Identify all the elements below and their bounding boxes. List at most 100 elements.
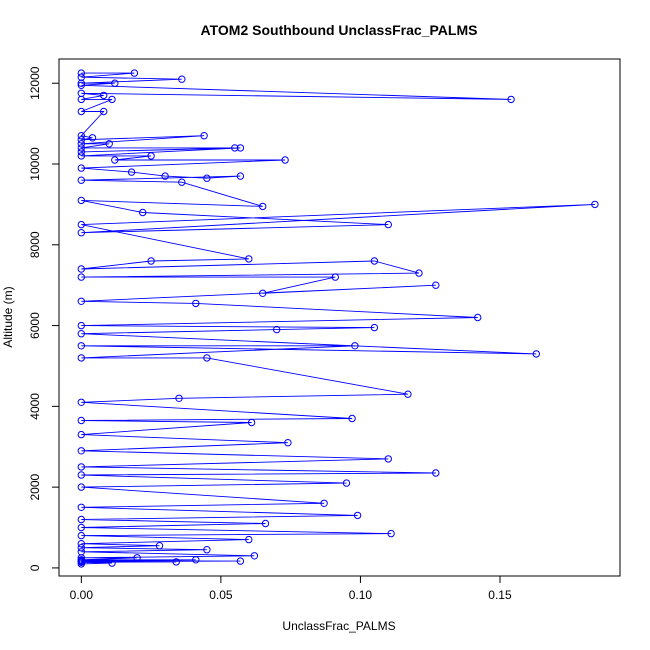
data-point — [111, 156, 119, 164]
data-point — [432, 281, 440, 289]
data-point — [77, 229, 86, 237]
data-point — [77, 148, 86, 156]
data-point — [77, 523, 86, 532]
data-point — [532, 350, 540, 358]
plot-frame — [58, 58, 621, 577]
data-point — [77, 447, 86, 455]
x-tick-label: 0.15 — [488, 588, 512, 602]
data-point — [415, 269, 423, 277]
data-point — [100, 91, 108, 100]
x-axis-label: UnclassFrac_PALMS — [282, 619, 395, 633]
data-point — [348, 414, 356, 423]
data-point — [236, 144, 245, 152]
data-point — [384, 220, 392, 229]
x-tick-label: 0.00 — [70, 588, 94, 602]
data-point — [77, 69, 86, 77]
y-tick-label: 2000 — [28, 473, 42, 500]
data-point — [259, 289, 267, 297]
data-point — [77, 176, 86, 184]
data-point — [77, 107, 86, 116]
data-point — [77, 416, 86, 425]
data-point — [77, 297, 86, 305]
y-tick-label: 0 — [28, 564, 42, 571]
data-point — [245, 255, 253, 263]
data-point — [77, 540, 86, 548]
data-point — [178, 75, 186, 83]
data-point — [507, 95, 515, 104]
data-point — [77, 430, 86, 439]
data-point — [342, 479, 351, 487]
data-point — [273, 325, 281, 334]
data-point — [77, 95, 86, 104]
data-point — [261, 519, 270, 528]
y-tick-label: 6000 — [28, 312, 42, 339]
data-point — [77, 330, 86, 338]
data-point — [133, 554, 141, 562]
series-line — [80, 72, 595, 565]
data-point — [387, 529, 395, 538]
data-point — [77, 265, 86, 273]
data-point — [77, 164, 86, 172]
data-point — [320, 499, 328, 507]
data-point — [147, 152, 155, 160]
data-point — [172, 558, 180, 566]
y-tick-label: 12000 — [28, 66, 42, 100]
data-point — [178, 178, 186, 186]
data-point — [130, 69, 139, 77]
data-point — [100, 107, 108, 116]
data-point — [77, 463, 86, 471]
data-point — [105, 140, 113, 148]
data-point — [77, 515, 86, 524]
y-tick-label: 8000 — [28, 231, 42, 258]
data-point — [281, 156, 289, 164]
data-point — [77, 273, 86, 281]
x-tick-label: 0.05 — [209, 588, 233, 602]
data-point — [77, 531, 86, 540]
data-point — [77, 471, 86, 479]
data-point — [77, 136, 86, 144]
data-point — [77, 354, 86, 362]
data-point — [236, 172, 245, 180]
data-point — [203, 174, 211, 182]
data-point — [155, 542, 164, 550]
data-point — [192, 556, 200, 564]
series-layer — [77, 69, 599, 568]
y-axis: 0 2000 4000 6000 8000 10000 12000 — [28, 66, 60, 571]
data-point — [591, 200, 599, 209]
data-point — [351, 342, 359, 350]
data-point — [77, 483, 86, 491]
data-point — [147, 257, 155, 265]
data-point — [108, 95, 116, 104]
data-point — [77, 140, 86, 148]
data-point — [474, 313, 482, 322]
data-point — [127, 168, 136, 176]
data-point — [77, 81, 86, 90]
data-point — [77, 132, 86, 140]
data-point — [247, 418, 256, 427]
data-point — [203, 354, 211, 362]
data-point — [370, 257, 379, 265]
data-point — [77, 196, 86, 205]
data-point — [139, 208, 147, 217]
data-point — [77, 398, 86, 406]
y-tick-label: 10000 — [28, 147, 42, 181]
x-axis: 0.00 0.05 0.10 0.15 — [70, 575, 512, 602]
chart-title: ATOM2 Southbound UnclassFrac_PALMS — [201, 22, 478, 38]
data-point — [77, 321, 86, 330]
y-axis-label: Altitude (m) — [1, 286, 15, 347]
data-point — [432, 469, 440, 477]
data-point — [77, 544, 86, 552]
data-point — [404, 390, 412, 398]
data-point — [88, 134, 97, 142]
data-point — [192, 299, 200, 308]
data-point — [77, 144, 86, 152]
data-point — [259, 202, 267, 211]
data-point — [236, 557, 245, 565]
x-tick-label: 0.10 — [349, 588, 373, 602]
data-point — [77, 560, 86, 568]
y-tick-label: 4000 — [28, 393, 42, 420]
data-point — [77, 220, 86, 229]
data-point — [284, 439, 292, 447]
data-point — [331, 273, 339, 281]
